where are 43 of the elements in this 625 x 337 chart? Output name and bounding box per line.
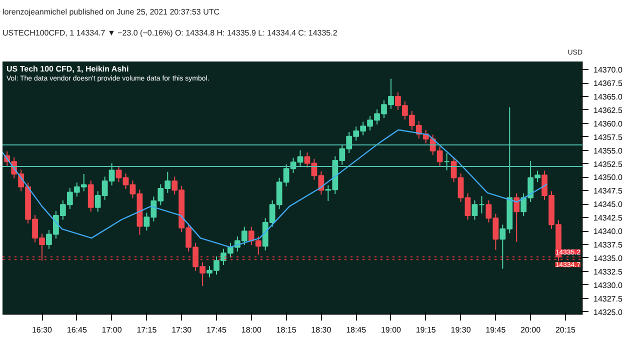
x-tick-label: 18:00 (241, 326, 262, 334)
x-tick-label: 17:45 (206, 326, 228, 334)
x-tick-label: 18:45 (346, 326, 367, 334)
x-tick-label: 19:45 (486, 326, 506, 334)
x-tick-label: 20:15 (555, 326, 576, 334)
candlestick (514, 192, 520, 242)
y-tick-label: 14367.5 (594, 79, 623, 88)
y-tick-label: 14360.0 (594, 119, 623, 128)
chart-title: US Tech 100 CFD, 1, Heikin Ashi (6, 64, 129, 74)
y-tick-label: 14347.5 (594, 186, 623, 196)
y-tick-label: 14342.5 (594, 214, 623, 223)
y-tick-label: 14352.5 (594, 160, 623, 169)
x-tick-label: 19:00 (380, 326, 402, 334)
y-tick-label: 14335.0 (594, 254, 623, 263)
x-tick-label: 17:00 (102, 326, 122, 334)
x-tick-label: 17:15 (136, 326, 158, 334)
x-tick-label: 17:30 (172, 326, 192, 334)
y-tick-label: 14370.0 (594, 66, 623, 75)
y-tick-label: 14362.5 (594, 106, 623, 115)
y-tick-label: 14332.5 (594, 267, 623, 276)
y-tick-label: 14357.5 (594, 132, 623, 142)
candlestick (472, 200, 478, 220)
y-tick-label: 14325.0 (594, 308, 623, 317)
y-tick-label: 14345.0 (594, 200, 623, 210)
x-tick-label: 19:15 (416, 326, 436, 334)
y-tick-label: 14330.0 (594, 280, 623, 290)
y-tick-label: 14350.0 (594, 173, 623, 182)
x-tick-label: 20:00 (520, 326, 542, 334)
y-tick-label: 14365.0 (594, 92, 623, 102)
y-tick-label: 14340.0 (594, 227, 623, 236)
candlestick (478, 196, 485, 214)
y-tick-label: 14337.5 (594, 240, 623, 250)
text: lorenzojeanmichel published on June 25, 2021 20:37:53 UTC (2, 8, 220, 16)
candlestick (88, 180, 94, 212)
x-tick-label: 18:15 (276, 326, 297, 334)
text: USTECH100CFD, 1 14334.7 ▼ −23.0 (−0.16%) O: 14334.8 H: 14335.9 L: 14334.4 C: 14335.2 (2, 28, 338, 38)
x-tick-label: 16:30 (32, 326, 53, 334)
candlestick (444, 152, 450, 171)
x-tick-label: 19:30 (450, 326, 472, 334)
x-tick-label: 18:30 (311, 326, 332, 334)
x-tick-label: 16:45 (66, 326, 88, 334)
y-tick-label: 14327.5 (594, 294, 623, 304)
y-tick-label: 14355.0 (594, 146, 623, 156)
